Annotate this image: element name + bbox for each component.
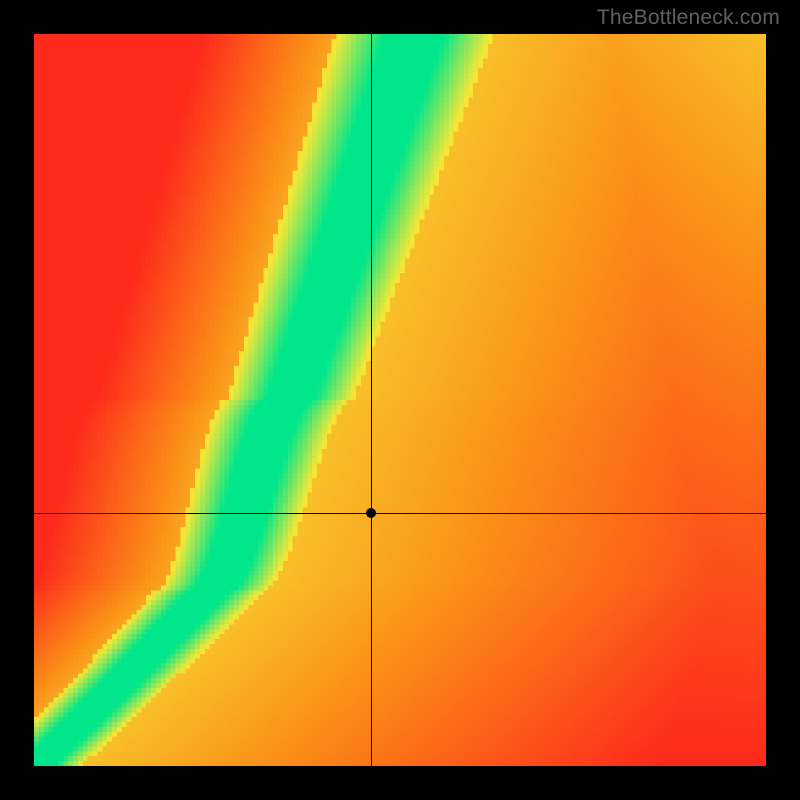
chart-wrapper: TheBottleneck.com bbox=[0, 0, 800, 800]
heatmap-canvas bbox=[34, 34, 766, 766]
crosshair-horizontal bbox=[34, 513, 766, 514]
crosshair-marker bbox=[366, 508, 376, 518]
crosshair-vertical bbox=[371, 34, 372, 766]
watermark-text: TheBottleneck.com bbox=[597, 6, 780, 30]
